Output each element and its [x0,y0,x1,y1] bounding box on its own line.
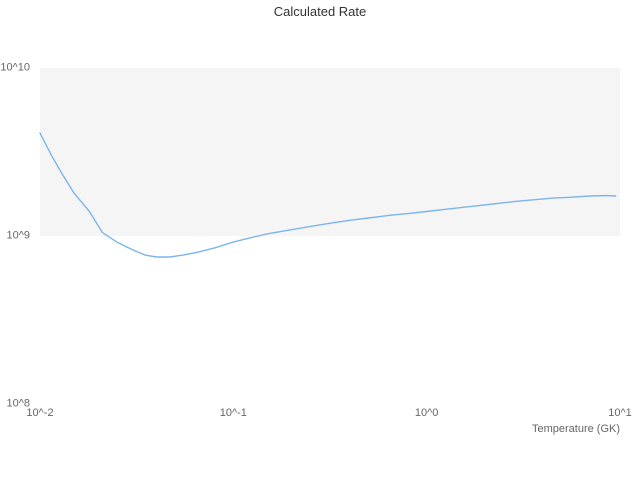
x-axis-title: Temperature (GK) [531,423,620,435]
y-tick-label: 10^8 [6,397,30,410]
y-tick-label: 10^9 [6,229,30,242]
rate-line [39,132,617,258]
alternate-grid-band [40,68,620,236]
x-tick-label: 10^0 [414,407,439,419]
y-tick-label: 10^10 [0,61,30,74]
x-tick-label: 10^-1 [219,407,247,419]
x-tick-label: 10^-2 [26,407,54,419]
x-tick-label: 10^1 [608,407,632,419]
chart-title: Calculated Rate [273,4,367,19]
